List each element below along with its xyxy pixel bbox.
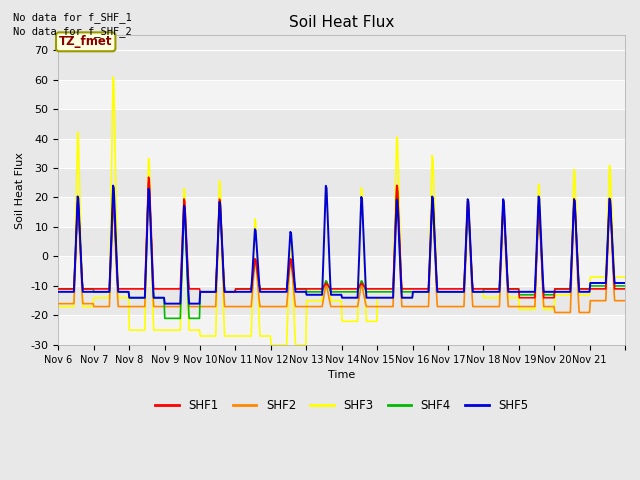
Bar xyxy=(58,80,625,109)
Y-axis label: Soil Heat Flux: Soil Heat Flux xyxy=(15,152,25,228)
Title: Soil Heat Flux: Soil Heat Flux xyxy=(289,15,394,30)
Text: TZ_fmet: TZ_fmet xyxy=(59,36,113,48)
Bar xyxy=(58,197,625,227)
Text: No data for f_SHF_2: No data for f_SHF_2 xyxy=(13,26,132,37)
Legend: SHF1, SHF2, SHF3, SHF4, SHF5: SHF1, SHF2, SHF3, SHF4, SHF5 xyxy=(150,394,533,416)
Bar xyxy=(58,315,625,345)
Bar xyxy=(58,256,625,286)
X-axis label: Time: Time xyxy=(328,370,355,380)
Text: No data for f_SHF_1: No data for f_SHF_1 xyxy=(13,12,132,23)
Bar xyxy=(58,139,625,168)
